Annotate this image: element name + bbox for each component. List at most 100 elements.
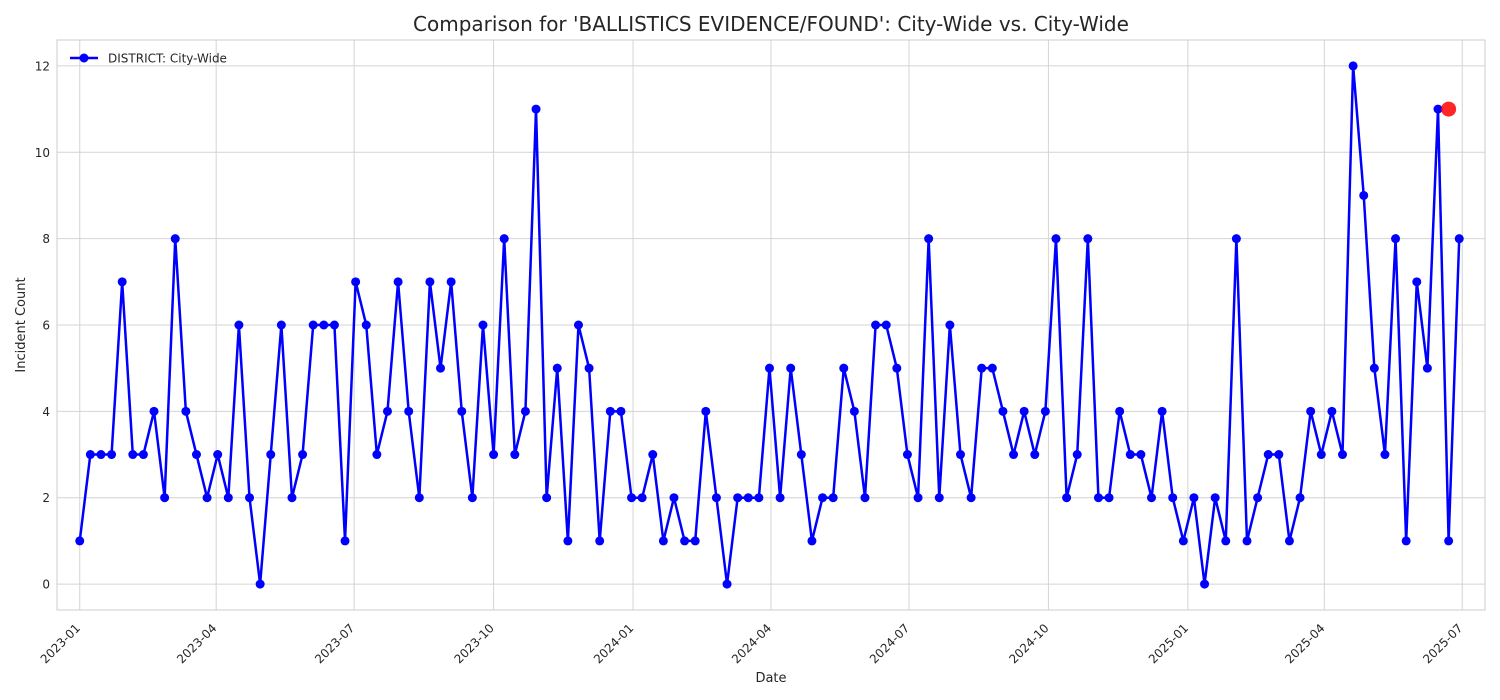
data-point <box>924 234 934 244</box>
y-axis-ticks: 0 2 4 6 8 10 12 <box>35 59 50 591</box>
data-point <box>860 493 870 503</box>
data-point <box>499 234 509 244</box>
data-point <box>1306 406 1316 416</box>
data-point <box>595 536 605 546</box>
data-point <box>733 493 743 503</box>
data-point <box>276 320 286 330</box>
data-point <box>436 363 446 373</box>
data-point <box>1104 493 1114 503</box>
data-point <box>658 536 668 546</box>
data-point <box>1338 450 1348 460</box>
data-point <box>1263 450 1273 460</box>
data-point <box>117 277 127 287</box>
data-point <box>414 493 424 503</box>
data-point <box>711 493 721 503</box>
grid <box>57 40 1485 610</box>
data-point <box>404 406 414 416</box>
data-point <box>329 320 339 330</box>
highlight-layer <box>1441 101 1457 117</box>
data-point <box>1083 234 1093 244</box>
data-point <box>1391 234 1401 244</box>
data-point <box>584 363 594 373</box>
data-point <box>637 493 647 503</box>
data-point <box>1093 493 1103 503</box>
data-point <box>945 320 955 330</box>
data-point <box>181 406 191 416</box>
data-point <box>1359 190 1369 200</box>
data-point <box>807 536 817 546</box>
data-point <box>1009 450 1019 460</box>
x-axis-ticks: 2023-01 2023-04 2023-07 2023-10 2024-01 2024-… <box>38 621 1466 666</box>
x-tick-label: 2024-01 <box>591 621 636 666</box>
data-point <box>213 450 223 460</box>
data-point <box>287 493 297 503</box>
data-point <box>627 493 637 503</box>
y-tick-label: 2 <box>42 491 50 505</box>
data-point <box>1178 536 1188 546</box>
data-point <box>1221 536 1231 546</box>
data-point <box>425 277 435 287</box>
data-point <box>966 493 976 503</box>
data-point <box>1019 406 1029 416</box>
data-point <box>1401 536 1411 546</box>
data-point <box>308 320 318 330</box>
data-point <box>1231 234 1241 244</box>
data-point <box>85 450 95 460</box>
legend: DISTRICT: City-Wide <box>70 52 227 66</box>
data-point <box>457 406 467 416</box>
data-point <box>743 493 753 503</box>
x-tick-label: 2025-07 <box>1420 621 1465 666</box>
data-point <box>913 493 923 503</box>
data-point <box>722 579 732 589</box>
x-tick-label: 2023-10 <box>452 621 497 666</box>
data-point <box>1242 536 1252 546</box>
x-tick-label: 2023-04 <box>174 621 219 666</box>
data-point <box>1327 406 1337 416</box>
data-point <box>266 450 276 460</box>
data-point <box>573 320 583 330</box>
data-point <box>234 320 244 330</box>
data-point <box>1136 450 1146 460</box>
data-point <box>871 320 881 330</box>
x-tick-label: 2024-07 <box>867 621 912 666</box>
x-tick-label: 2024-04 <box>729 621 774 666</box>
data-point <box>680 536 690 546</box>
data-point <box>1422 363 1432 373</box>
data-point <box>1433 104 1443 114</box>
data-point <box>563 536 573 546</box>
data-point <box>796 450 806 460</box>
data-point <box>107 450 117 460</box>
y-tick-label: 4 <box>42 405 50 419</box>
data-point <box>298 450 308 460</box>
data-point <box>1072 450 1082 460</box>
data-point <box>1157 406 1167 416</box>
data-point <box>1051 234 1061 244</box>
data-point <box>605 406 615 416</box>
data-point <box>361 320 371 330</box>
legend-label: DISTRICT: City-Wide <box>108 52 227 66</box>
data-point <box>828 493 838 503</box>
data-point <box>319 320 329 330</box>
data-point <box>245 493 255 503</box>
y-tick-label: 8 <box>42 232 50 246</box>
highlight-point <box>1441 101 1457 117</box>
data-point <box>149 406 159 416</box>
data-point <box>881 320 891 330</box>
x-tick-label: 2025-04 <box>1282 621 1327 666</box>
x-tick-label: 2025-01 <box>1146 621 1191 666</box>
data-point <box>542 493 552 503</box>
data-point <box>786 363 796 373</box>
data-point <box>552 363 562 373</box>
data-point <box>1115 406 1125 416</box>
data-point <box>1040 406 1050 416</box>
data-point <box>446 277 456 287</box>
data-point <box>372 450 382 460</box>
data-point <box>701 406 711 416</box>
y-tick-label: 12 <box>35 59 50 73</box>
data-point <box>775 493 785 503</box>
data-point <box>1454 234 1464 244</box>
data-point <box>531 104 541 114</box>
data-point <box>849 406 859 416</box>
data-point <box>818 493 828 503</box>
